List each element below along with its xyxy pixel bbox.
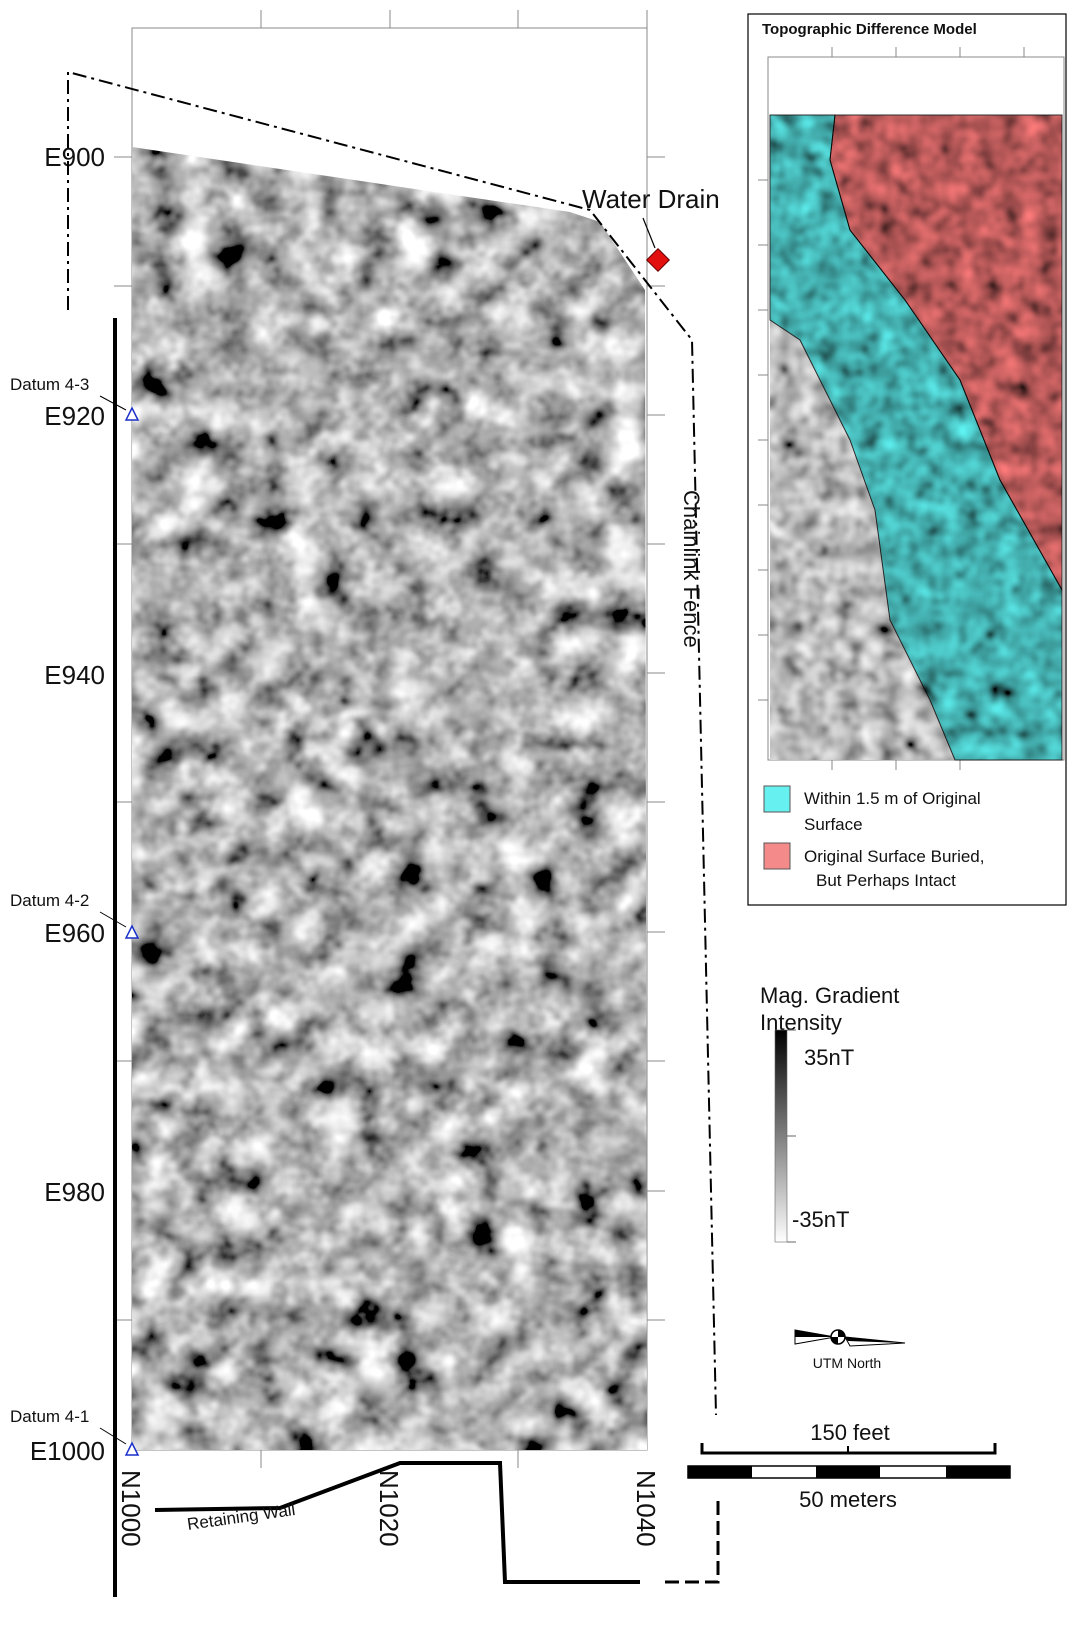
inset-title: Topographic Difference Model bbox=[762, 21, 977, 38]
map-figure: E900 E920 E940 E960 E980 E1000 N1000 N10… bbox=[0, 0, 1070, 1627]
legend-text: Original Surface Buried, bbox=[804, 847, 984, 866]
legend-title: Mag. Gradient bbox=[760, 983, 899, 1008]
ramp-label: 35nT bbox=[804, 1045, 854, 1070]
datum-label: Datum 4-3 bbox=[10, 375, 89, 394]
main-map: E900 E920 E940 E960 E980 E1000 N1000 N10… bbox=[10, 10, 720, 1597]
datums: Datum 4-3 Datum 4-2 Datum 4-1 bbox=[10, 375, 138, 1455]
leader-line bbox=[643, 218, 655, 248]
datum-label: Datum 4-1 bbox=[10, 1407, 89, 1426]
intensity-ramp bbox=[775, 1030, 787, 1242]
inset-panel: Topographic Difference Model Within 1.5 … bbox=[748, 14, 1066, 905]
north-label: UTM North bbox=[813, 1355, 881, 1371]
easting-label: E960 bbox=[44, 918, 105, 948]
datum-label: Datum 4-2 bbox=[10, 891, 89, 910]
northing-label: N1040 bbox=[631, 1470, 661, 1547]
legend-text: Surface bbox=[804, 815, 863, 834]
fence-label: Chainlink Fence bbox=[679, 490, 704, 648]
northing-label: N1020 bbox=[374, 1470, 404, 1547]
legend-text: Within 1.5 m of Original bbox=[804, 789, 981, 808]
intensity-legend: Mag. Gradient Intensity 35nT -35nT bbox=[760, 983, 899, 1242]
legend-swatch bbox=[764, 786, 790, 812]
easting-label: E920 bbox=[44, 401, 105, 431]
easting-label: E900 bbox=[44, 142, 105, 172]
north-arrow: UTM North bbox=[795, 1330, 905, 1371]
wall-label: Retaining Wall bbox=[186, 1500, 297, 1534]
scale-label: 50 meters bbox=[799, 1487, 897, 1512]
retaining-wall-extension bbox=[665, 1500, 718, 1582]
legend-text: But Perhaps Intact bbox=[816, 871, 956, 890]
easting-label: E980 bbox=[44, 1177, 105, 1207]
scale-label: 150 feet bbox=[810, 1420, 890, 1445]
scale-bar: 150 feet 50 meters bbox=[688, 1420, 1010, 1512]
easting-label: E940 bbox=[44, 660, 105, 690]
legend-title: Intensity bbox=[760, 1010, 842, 1035]
water-drain-marker bbox=[647, 249, 670, 272]
water-drain-label: Water Drain bbox=[582, 184, 720, 214]
magnetometry-raster bbox=[132, 147, 647, 1450]
ramp-label: -35nT bbox=[792, 1207, 849, 1232]
legend-swatch bbox=[764, 843, 790, 869]
easting-label: E1000 bbox=[30, 1436, 105, 1466]
northing-label: N1000 bbox=[116, 1470, 146, 1547]
